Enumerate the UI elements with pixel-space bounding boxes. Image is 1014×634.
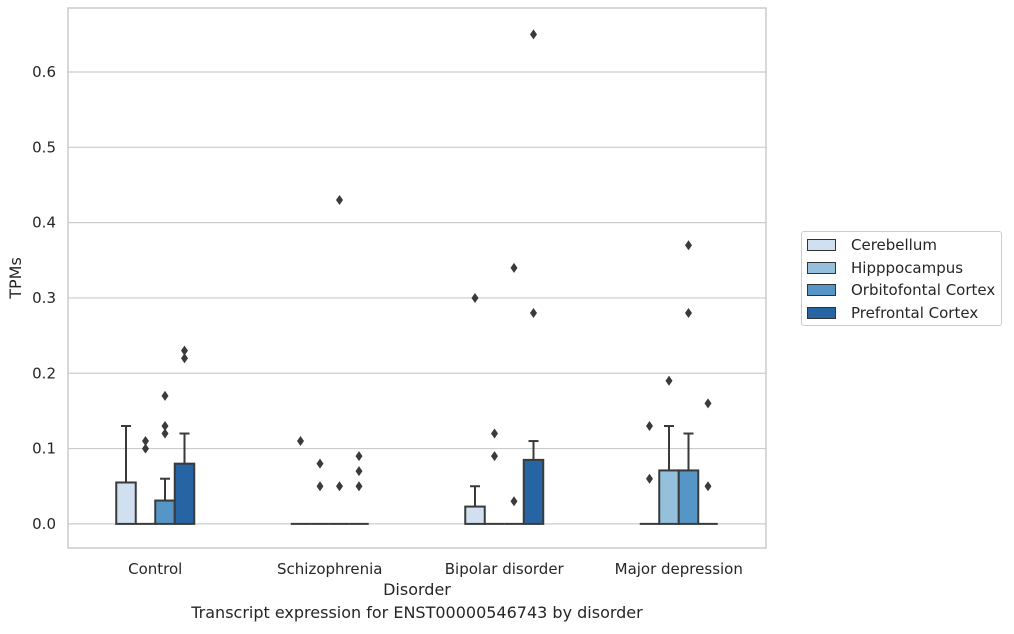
outlier-point: [704, 481, 712, 492]
outlier-point: [355, 481, 363, 492]
x-tick-labels: Control Schizophrenia Bipolar disorder Majo…: [128, 560, 743, 578]
box-group: [349, 451, 369, 525]
y-tick-labels: 0.0 0.1 0.2 0.3 0.4 0.5 0.6: [32, 63, 56, 533]
box-group: [115, 424, 137, 525]
box-group: [290, 436, 311, 525]
y-tick-label: 0.3: [32, 289, 56, 307]
box-rect: [658, 469, 680, 525]
outlier-point: [142, 436, 149, 447]
outlier-point: [355, 451, 363, 462]
outlier-point: [491, 451, 498, 462]
box-group: [677, 240, 700, 525]
y-tick-label: 0.4: [32, 214, 56, 232]
outlier-point: [142, 443, 149, 454]
legend-swatch-hippocampus: [807, 262, 836, 274]
outlier-point: [530, 29, 537, 40]
box-group: [522, 29, 545, 525]
plot-frame: [67, 7, 767, 549]
outlier-point: [510, 262, 518, 273]
y-tick-label: 0.1: [32, 440, 56, 458]
box-group: [484, 428, 505, 525]
chart-caption: Transcript expression for ENST0000054674…: [191, 603, 643, 622]
legend-item-hippocampus: Hipppocampus: [807, 258, 963, 278]
outlier-point: [336, 195, 343, 206]
legend-swatch-cerebellum: [807, 239, 836, 251]
legend-label-orbitofrontal-cortex: Orbitofontal Cortex: [851, 281, 996, 299]
outlier-point: [336, 481, 343, 492]
box-group: [639, 420, 660, 525]
outlier-point: [685, 308, 692, 319]
legend-swatch-prefrontal-cortex: [807, 307, 836, 319]
outlier-point: [316, 458, 324, 469]
legend-label-hippocampus: Hipppocampus: [851, 259, 964, 277]
box-group: [329, 195, 350, 525]
legend-swatch-orbitofrontal-cortex: [807, 284, 836, 296]
boxes: [115, 29, 718, 525]
box-rect: [677, 469, 700, 525]
box-rect: [154, 499, 176, 525]
outlier-point: [181, 345, 188, 356]
box-group: [504, 262, 524, 525]
x-tick-label: Schizophrenia: [277, 560, 382, 578]
outlier-point: [530, 308, 537, 319]
box-group: [135, 436, 156, 525]
legend-item-orbitofrontal-cortex: Orbitofontal Cortex: [807, 280, 995, 300]
x-tick-label: Control: [128, 560, 182, 578]
y-tick-label: 0.6: [32, 63, 56, 81]
outlier-point: [491, 428, 498, 439]
outlier-point: [161, 390, 169, 401]
legend-label-cerebellum: Cerebellum: [851, 236, 937, 254]
box-rect: [522, 458, 545, 525]
outlier-point: [685, 240, 692, 251]
legend: Cerebellum Hipppocampus Orbitofontal Cor…: [801, 231, 1002, 326]
outlier-point: [297, 436, 304, 447]
legend-label-prefrontal-cortex: Prefrontal Cortex: [851, 304, 979, 322]
x-tick-label: Bipolar disorder: [445, 560, 565, 578]
outlier-point: [161, 428, 169, 439]
outlier-point: [704, 398, 712, 409]
outlier-point: [646, 473, 653, 484]
y-axis-label: TPMs: [6, 257, 25, 300]
outlier-point: [646, 420, 653, 431]
box-group: [310, 458, 330, 525]
y-tick-label: 0.5: [32, 138, 56, 156]
outlier-point: [471, 292, 479, 303]
box-group: [698, 398, 718, 525]
box-group: [173, 345, 196, 525]
y-tick-label: 0.0: [32, 515, 56, 533]
outlier-point: [510, 496, 518, 507]
x-axis-label: Disorder: [383, 580, 451, 599]
box-rect: [464, 505, 486, 525]
y-tick-label: 0.2: [32, 364, 56, 382]
box-rect: [115, 481, 137, 525]
outlier-point: [181, 353, 188, 364]
box-group: [154, 390, 176, 525]
outlier-point: [355, 466, 363, 477]
outlier-point: [316, 481, 324, 492]
legend-item-prefrontal-cortex: Prefrontal Cortex: [807, 303, 978, 323]
legend-item-cerebellum: Cerebellum: [807, 235, 937, 255]
box-group: [464, 292, 486, 525]
x-tick-label: Major depression: [615, 560, 743, 578]
plot-area: [68, 8, 766, 548]
outlier-point: [665, 375, 673, 386]
outlier-point: [161, 420, 169, 431]
box-rect: [173, 462, 196, 525]
